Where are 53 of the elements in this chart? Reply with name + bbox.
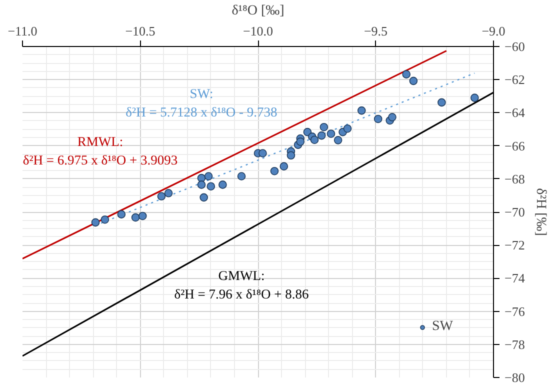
point	[374, 114, 382, 124]
point	[270, 166, 279, 176]
point	[286, 151, 296, 160]
point	[409, 76, 418, 86]
x-axis-title: δ¹⁸O [‰]	[232, 4, 284, 18]
point	[197, 180, 206, 189]
point	[334, 136, 342, 144]
point	[237, 172, 246, 180]
y-tick-label: −60	[504, 39, 525, 54]
point	[402, 70, 411, 78]
point	[317, 131, 326, 140]
x-tick-label: −10.5	[125, 24, 156, 38]
point	[438, 98, 446, 107]
point	[164, 188, 173, 198]
y-tick-label: −80	[504, 370, 525, 385]
point	[117, 210, 126, 218]
point	[320, 122, 328, 132]
y-tick-label: −62	[504, 72, 525, 88]
point	[310, 136, 319, 144]
y-tick-label: −68	[504, 171, 525, 186]
annotation: GMWL: δ²H = 7.96 x δ¹⁸O + 8.86	[174, 268, 310, 302]
legend-label: SW	[432, 319, 453, 335]
y-tick-label: −66	[504, 138, 526, 154]
x-tick-label: −10.0	[242, 24, 274, 38]
point	[206, 182, 216, 190]
point	[343, 124, 352, 133]
point	[296, 138, 305, 146]
point	[100, 215, 110, 224]
point	[388, 113, 396, 122]
point	[258, 149, 267, 158]
y-tick-label: −70	[504, 204, 525, 220]
y-tick-label: −78	[504, 336, 525, 352]
y-tick-label: −72	[504, 238, 525, 253]
y-axis-title: δ²H [‰]	[532, 188, 548, 236]
y-tick-label: −76	[504, 304, 526, 319]
point	[204, 172, 213, 180]
annotation: RMWL: δ²H = 6.975 x δ¹⁸O + 3.9093	[22, 134, 178, 168]
point	[157, 192, 166, 200]
point	[218, 180, 227, 189]
point	[280, 162, 288, 170]
y-tick-label: −74	[504, 270, 526, 286]
x-tick-label: −11.0	[8, 24, 38, 38]
y-tick-label: −64	[504, 105, 526, 120]
point	[357, 106, 366, 115]
point	[131, 213, 140, 222]
x-tick-label: −9.5	[364, 24, 388, 38]
point	[91, 218, 100, 227]
point	[470, 94, 479, 102]
point	[138, 212, 147, 220]
annotation: SW: δ²H = 5.7128 x δ¹⁸O - 9.738	[126, 86, 278, 120]
x-tick-label: −9.0	[482, 24, 506, 38]
point	[326, 130, 336, 138]
point	[200, 193, 208, 202]
